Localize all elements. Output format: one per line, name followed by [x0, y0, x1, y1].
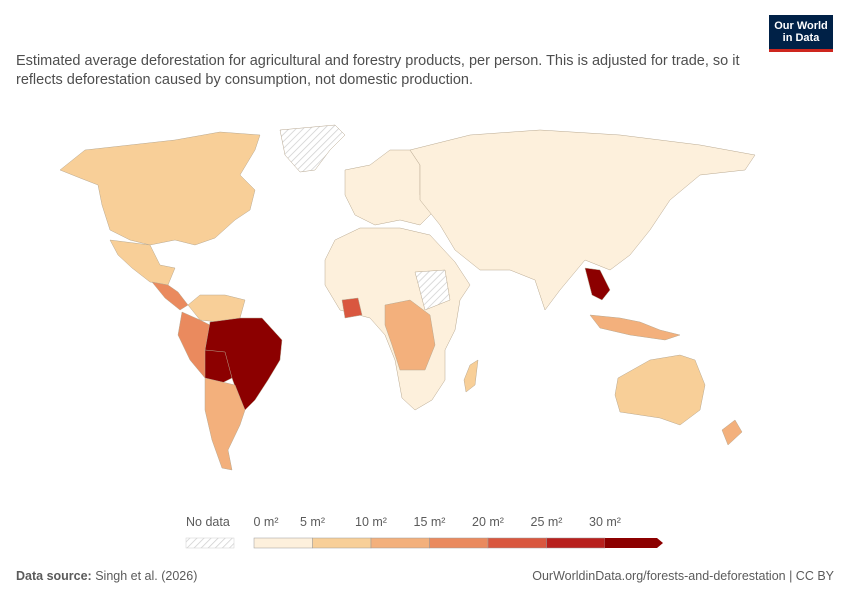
legend-tick-label: 15 m²	[414, 515, 446, 529]
owid-logo[interactable]: Our World in Data	[769, 15, 833, 52]
region-bolivia[interactable]	[204, 349, 233, 386]
legend-tick-label: 10 m²	[355, 515, 387, 529]
region-central-africa[interactable]	[384, 299, 436, 371]
logo-line-1: Our World	[774, 20, 828, 32]
legend-bin	[546, 537, 606, 549]
region-australia[interactable]	[614, 354, 706, 426]
legend-tick-label: 30 m²	[589, 515, 621, 529]
legend-tick-label: 5 m²	[300, 515, 325, 529]
legend-tick-label: 20 m²	[472, 515, 504, 529]
region-madagascar[interactable]	[463, 359, 479, 393]
footer-source: Data source: Singh et al. (2026)	[16, 569, 197, 583]
legend-bin	[487, 537, 547, 549]
region-new-zealand[interactable]	[721, 419, 743, 446]
legend-bins	[253, 537, 663, 549]
legend-bin	[312, 537, 372, 549]
legend-bin-last	[605, 538, 663, 548]
legend-no-data-swatch	[185, 537, 235, 549]
legend-bin	[253, 537, 313, 549]
region-sudan[interactable]	[414, 269, 451, 311]
region-central-america[interactable]	[151, 281, 189, 311]
region-mexico[interactable]	[109, 239, 176, 286]
region-argentina-chile[interactable]	[204, 377, 246, 471]
legend-no-data-label: No data	[186, 515, 230, 529]
region-southeast-asia[interactable]	[584, 267, 611, 301]
world-map[interactable]	[0, 115, 850, 495]
source-label: Data source:	[16, 569, 92, 583]
region-greenland[interactable]	[279, 124, 346, 173]
region-north-america[interactable]	[59, 131, 261, 246]
region-ivory-coast[interactable]	[341, 297, 363, 319]
region-colombia-venezuela[interactable]	[187, 294, 246, 323]
legend-tick-label: 0 m²	[254, 515, 279, 529]
legend-bin	[429, 537, 489, 549]
logo-line-2: in Data	[782, 32, 820, 44]
source-text: Singh et al. (2026)	[95, 569, 198, 583]
legend-tick-label: 25 m²	[531, 515, 563, 529]
color-legend: No data 0 m² 5 m² 10 m² 15 m² 20 m² 25 m² 30 m…	[185, 515, 663, 549]
region-indonesia[interactable]	[589, 314, 681, 341]
footer-link[interactable]: OurWorldinData.org/forests-and-deforesta…	[532, 569, 834, 583]
legend-ticks: 0 m² 5 m² 10 m² 15 m² 20 m² 25 m² 30 m²	[254, 515, 621, 529]
chart-subtitle: Estimated average deforestation for agri…	[16, 53, 740, 88]
region-russia-asia[interactable]	[409, 129, 756, 311]
legend-bin	[370, 537, 430, 549]
